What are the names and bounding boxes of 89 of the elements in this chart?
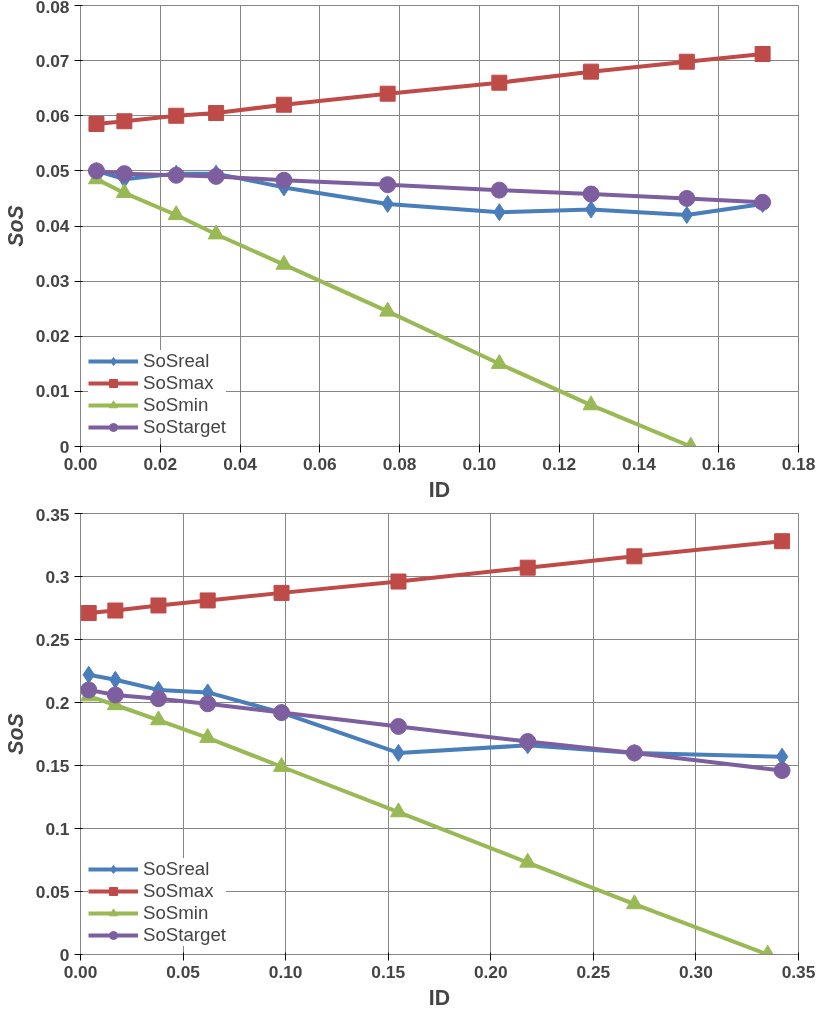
legend-label: SoStarget (143, 416, 226, 438)
legend-label: SoSmin (143, 394, 209, 416)
point (199, 592, 216, 609)
y-tick-label: 0.01 (35, 381, 70, 402)
x-tick-label: 0.08 (382, 453, 417, 474)
point (678, 189, 696, 207)
point (149, 710, 167, 726)
y-tick-label: 0.05 (35, 881, 70, 902)
point (80, 681, 98, 699)
point (773, 762, 791, 780)
x-tick-label: 0.35 (781, 961, 816, 982)
legend-label: SoSmax (143, 372, 214, 394)
point (275, 171, 293, 189)
point (379, 301, 397, 317)
point (582, 395, 600, 411)
x-tick-label: 0.12 (542, 453, 577, 474)
point (625, 894, 643, 910)
y-tick-label: 0.04 (35, 216, 70, 236)
y-tick-label: 0.08 (35, 0, 70, 17)
x-tick-label: 0.18 (781, 453, 816, 474)
point (390, 573, 407, 590)
point (583, 63, 600, 80)
x-tick-label: 0.30 (679, 961, 713, 982)
x-tick-label: 0.15 (371, 961, 406, 982)
legend-label: SoSreal (143, 858, 210, 880)
point (199, 728, 217, 743)
x-tick-label: 0.10 (462, 453, 497, 474)
y-tick-label: 0.06 (35, 105, 70, 126)
x-axis-title: ID (428, 985, 451, 1010)
y-tick-label: 0.35 (35, 504, 70, 525)
x-tick-label: 0.06 (302, 453, 338, 474)
legend-label: SoSreal (143, 350, 210, 372)
point (88, 116, 105, 133)
y-tick-label: 0.3 (45, 566, 70, 587)
point (490, 181, 508, 199)
point (490, 354, 508, 369)
point (626, 548, 643, 565)
point (275, 96, 292, 113)
y-axis-title: SoS (3, 205, 28, 247)
point (149, 690, 167, 708)
point (774, 533, 791, 550)
y-tick-label: 0.2 (45, 692, 70, 713)
point (754, 46, 771, 63)
point (678, 53, 695, 70)
point (519, 852, 537, 868)
point (379, 176, 397, 194)
x-tick-label: 0.04 (223, 453, 258, 474)
point (519, 733, 537, 751)
point (80, 605, 97, 622)
point (207, 224, 225, 240)
y-tick-label: 0.02 (35, 326, 70, 347)
x-tick-label: 0.20 (473, 961, 508, 982)
point (389, 802, 407, 818)
point (519, 559, 536, 576)
legend-label: SoSmin (143, 902, 209, 924)
y-tick-label: 0.15 (35, 755, 70, 776)
point (116, 113, 133, 130)
y-tick-label: 0.1 (45, 818, 70, 839)
point (584, 200, 598, 219)
y-tick-label: 0.07 (35, 50, 70, 71)
point (115, 183, 133, 199)
point (582, 185, 600, 203)
point (115, 165, 133, 183)
point (150, 597, 167, 614)
x-tick-label: 0.14 (622, 453, 657, 474)
point (199, 695, 217, 713)
x-tick-label: 0.16 (701, 453, 736, 474)
y-tick-label: 0.03 (35, 271, 70, 292)
x-axis-title: ID (428, 477, 451, 502)
x-tick-label: 0.10 (268, 961, 303, 982)
point (168, 107, 185, 124)
point (273, 584, 290, 601)
x-tick-label: 0.25 (576, 961, 611, 982)
y-tick-label: 0.05 (35, 160, 70, 181)
legend-label: SoStarget (143, 924, 226, 946)
legend-label: SoSmax (143, 880, 214, 902)
point (208, 104, 225, 121)
point (107, 602, 124, 619)
point (275, 254, 293, 270)
point (106, 686, 124, 704)
point (389, 717, 407, 735)
point (491, 74, 508, 91)
x-tick-label: 0.05 (166, 961, 201, 982)
x-tick-label: 0.02 (143, 453, 178, 474)
y-tick-label: 0.25 (35, 629, 70, 650)
point (379, 85, 396, 102)
y-axis-title: SoS (3, 713, 28, 755)
point (167, 205, 185, 221)
point (273, 757, 291, 772)
